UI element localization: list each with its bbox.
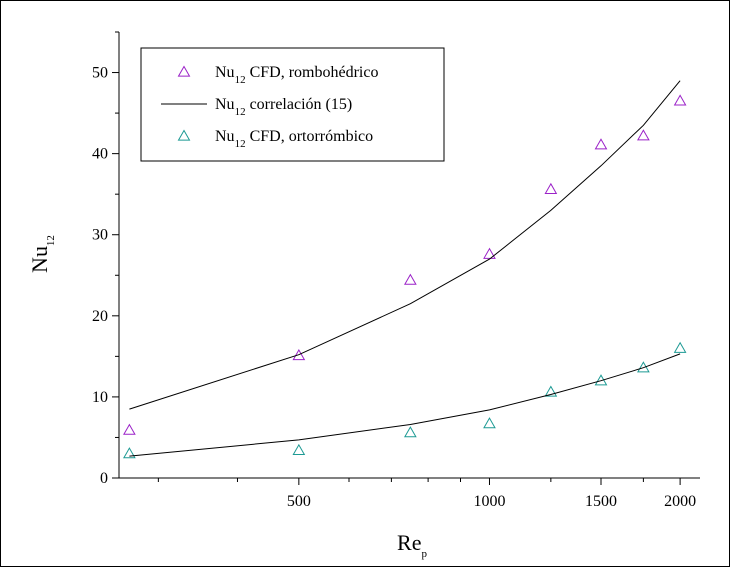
data-point (403, 273, 417, 285)
data-point (483, 247, 496, 259)
x-tick-label: 500 (287, 493, 311, 510)
legend: Nu12 CFD, rombohédrico Nu12 correlación (… (140, 47, 445, 162)
data-point (403, 426, 417, 438)
data-point (483, 417, 496, 429)
y-tick-label: 50 (92, 65, 108, 82)
series-3 (129, 353, 681, 457)
series-2 (123, 341, 687, 459)
axes (112, 31, 700, 485)
data-point (544, 385, 558, 397)
data-point (544, 182, 558, 194)
y-tick-label: 0 (100, 470, 108, 487)
legend-label: Nu12 CFD, rombohédrico (215, 64, 378, 86)
data-point (123, 447, 136, 459)
y-tick-label: 10 (92, 389, 108, 406)
plot-area (123, 80, 687, 459)
x-tick-label: 2000 (664, 493, 696, 510)
y-tick-label: 20 (92, 308, 108, 325)
data-point (673, 341, 687, 353)
data-point (637, 361, 650, 373)
y-tick-labels: 0 10 20 30 40 50 (92, 65, 108, 487)
data-point (637, 129, 650, 141)
data-point (123, 423, 136, 435)
y-axis-label: Nu12 (27, 235, 57, 273)
y-tick-label: 30 (92, 227, 108, 244)
data-point (673, 94, 687, 106)
legend-label: Nu12 correlación (15) (215, 96, 352, 118)
data-point (292, 443, 306, 456)
series-line (129, 80, 681, 410)
series-1 (129, 80, 681, 410)
legend-triangle-swatch (177, 65, 191, 77)
legend-item-2: Nu12 CFD, ortorrómbico (177, 128, 373, 150)
y-tick-label: 40 (92, 146, 108, 163)
data-point (594, 138, 608, 150)
data-point (292, 349, 306, 361)
legend-triangle-swatch (177, 129, 191, 141)
x-axis-label: Rep (397, 530, 427, 560)
legend-item-0: Nu12 CFD, rombohédrico (177, 64, 378, 86)
x-tick-label: 1500 (585, 493, 617, 510)
legend-item-1: Nu12 correlación (15) (161, 96, 352, 118)
x-tick-label: 1000 (473, 493, 505, 510)
x-tick-labels: 500 1000 1500 2000 (287, 493, 696, 510)
legend-label: Nu12 CFD, ortorrómbico (215, 128, 373, 150)
series-line (129, 353, 681, 457)
series-0 (123, 94, 687, 435)
